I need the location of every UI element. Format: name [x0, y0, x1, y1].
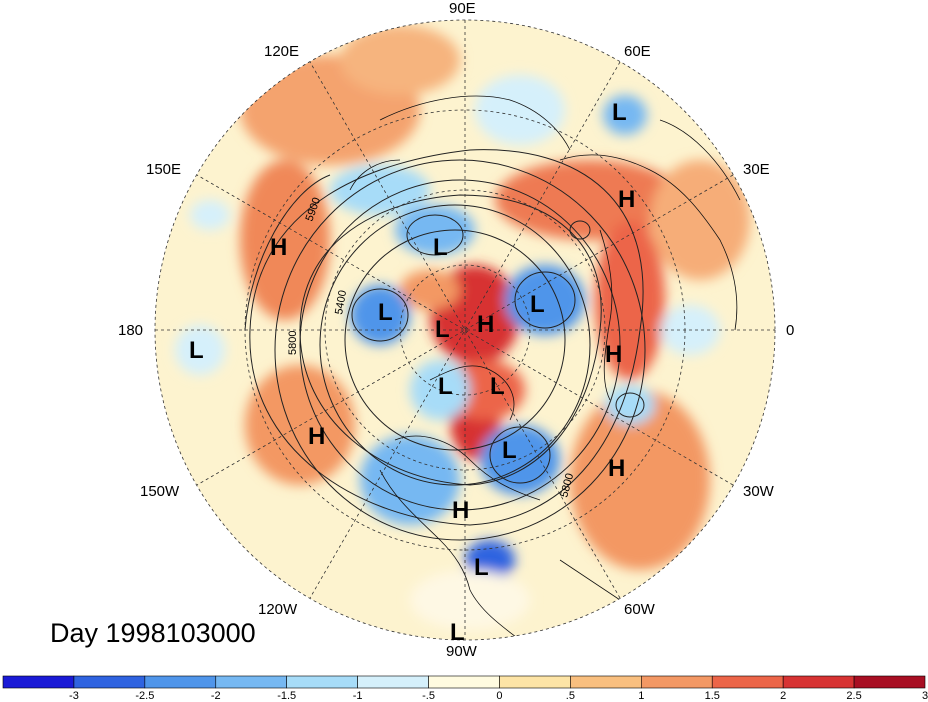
longitude-label-120e: 120E: [264, 43, 299, 60]
high-center-marker: H: [452, 497, 469, 524]
longitude-label-60w: 60W: [624, 601, 656, 618]
contour-label: 5400: [333, 289, 349, 315]
height-contours: [244, 149, 646, 541]
colorbar-swatch: [853, 675, 926, 689]
longitude-label-90w: 90W: [446, 643, 478, 660]
colorbar-swatch: [144, 675, 217, 689]
low-center-marker: L: [474, 554, 489, 581]
colorbar-tick-label: -2.5: [135, 690, 154, 702]
longitude-label-30w: 30W: [743, 483, 775, 500]
colorbar-tick-label: 0: [496, 690, 502, 702]
low-center-marker: L: [433, 234, 448, 261]
colorbar-tick-label: -1: [353, 690, 363, 702]
colorbar-tick-label: -.5: [422, 690, 435, 702]
colorbar-swatch: [357, 675, 429, 689]
longitude-label-0: 0: [786, 322, 794, 339]
colorbar-swatch: [286, 675, 358, 689]
low-center-marker: L: [450, 619, 465, 646]
longitude-labels: 90E 60E 30E 0 30W 60W 90W 120W 150W 180 …: [118, 0, 794, 660]
high-center-marker: H: [270, 234, 287, 261]
colorbar-swatch: [2, 675, 75, 689]
colorbar-tick-label: 2: [780, 690, 786, 702]
colorbar-tick-label: -3: [69, 690, 79, 702]
colorbar-tick-label: -2: [211, 690, 221, 702]
colorbar-swatch: [428, 675, 500, 689]
longitude-label-120w: 120W: [258, 601, 298, 618]
colorbar-swatch: [641, 675, 713, 689]
longitude-label-60e: 60E: [624, 43, 651, 60]
date-caption: Day 1998103000: [50, 618, 256, 648]
high-center-marker: H: [608, 455, 625, 482]
high-center-marker: H: [605, 341, 622, 368]
colorbar-swatch: [215, 675, 287, 689]
longitude-label-180: 180: [118, 322, 143, 339]
low-center-marker: L: [378, 299, 393, 326]
pressure-centers: L H H L L H L L H L H L L L H H L L: [189, 99, 635, 646]
low-center-marker: L: [490, 373, 505, 400]
high-center-marker: H: [618, 186, 635, 213]
low-center-marker: L: [438, 373, 453, 400]
colorbar-swatch: [711, 675, 784, 689]
low-center-marker: L: [189, 337, 204, 364]
colorbar-swatch: [73, 675, 146, 689]
colorbar-swatch: [782, 675, 855, 689]
low-center-marker: L: [530, 291, 545, 318]
low-center-marker: L: [502, 437, 517, 464]
high-center-marker: H: [477, 311, 494, 338]
low-center-marker: L: [435, 316, 450, 343]
colorbar-swatch: [499, 675, 571, 689]
colorbar-tick-label: .5: [566, 690, 575, 702]
colorbar-tick-label: 1: [638, 690, 644, 702]
longitude-label-150e: 150E: [146, 161, 181, 178]
longitude-label-90e: 90E: [449, 0, 476, 17]
colorbar-tick-label: 3: [922, 690, 928, 702]
colorbar-tick-label: 2.5: [846, 690, 861, 702]
colorbar-swatch: [570, 675, 642, 689]
contour-label: 5800: [287, 331, 299, 355]
graticule: [154, 19, 776, 641]
contour-label-group: 5900 5400 5800 5800: [287, 196, 576, 499]
low-center-marker: L: [612, 99, 627, 126]
colorbar-tick-label: 1.5: [705, 690, 720, 702]
colorbar-tick-label: -1.5: [277, 690, 296, 702]
longitude-label-150w: 150W: [140, 483, 180, 500]
high-center-marker: H: [308, 423, 325, 450]
longitude-label-30e: 30E: [743, 161, 770, 178]
colorbar: -3 -2.5 -2 -1.5 -1 -.5 0 .5 1 1.5 2 2.5 3: [2, 675, 928, 702]
